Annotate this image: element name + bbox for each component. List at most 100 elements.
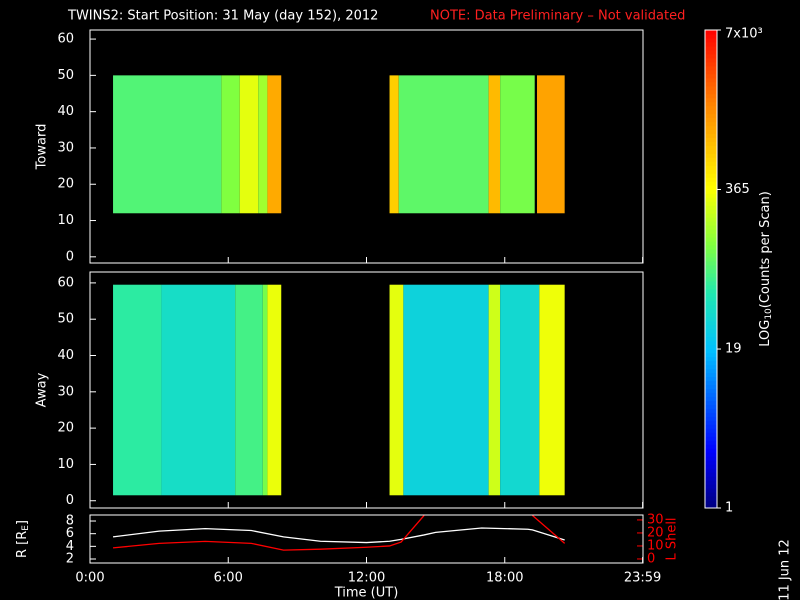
x-axis-label: Time (UT)	[334, 586, 399, 600]
colorbar-swatch	[705, 265, 717, 270]
x-tick-label: 23:59	[624, 571, 661, 586]
colorbar-swatch	[705, 253, 717, 258]
colorbar-swatch	[705, 109, 717, 115]
y-tick-label: 6	[66, 526, 74, 541]
spectrogram-cell	[389, 75, 399, 214]
colorbar-swatch	[705, 33, 717, 39]
y-tick-label: 20	[57, 421, 74, 436]
colorbar-swatch	[705, 113, 717, 119]
colorbar-swatch	[705, 133, 717, 139]
colorbar-swatch	[705, 412, 717, 417]
spectrogram-cell	[488, 75, 501, 214]
y-tick-label: 4	[66, 539, 74, 554]
spectrogram-cell	[389, 284, 404, 496]
colorbar-swatch	[705, 496, 717, 501]
colorbar-swatch	[705, 105, 717, 111]
colorbar-swatch	[705, 45, 717, 51]
colorbar-swatch	[705, 476, 717, 481]
colorbar-swatch	[705, 97, 717, 103]
spectrogram-cell	[267, 75, 282, 214]
x-tick-label: 0:00	[75, 571, 104, 586]
orbit-line	[112, 527, 565, 544]
y2-tick-label: 10	[647, 538, 664, 553]
colorbar-swatch	[705, 181, 717, 186]
y-tick-label: 10	[57, 457, 74, 472]
colorbar-swatch	[705, 30, 717, 35]
colorbar-swatch	[705, 149, 717, 154]
colorbar-swatch	[705, 368, 717, 374]
x-tick-label: 6:00	[214, 571, 243, 586]
colorbar-swatch	[705, 125, 717, 131]
colorbar-swatch	[705, 177, 717, 182]
colorbar-swatch	[705, 428, 717, 433]
y-tick-label: 30	[57, 140, 74, 155]
colorbar-swatch	[705, 360, 717, 366]
spectrogram-cell	[113, 75, 222, 214]
chart-title: TWINS2: Start Position: 31 May (day 152)…	[67, 9, 378, 24]
colorbar-swatch	[705, 396, 717, 401]
colorbar-swatch	[705, 392, 717, 397]
colorbar-swatch	[705, 165, 717, 170]
x-tick-label: 18:00	[486, 571, 523, 586]
colorbar-swatch	[705, 221, 717, 226]
colorbar-swatch	[705, 464, 717, 469]
spectrogram-cell	[537, 75, 565, 214]
colorbar-swatch	[705, 153, 717, 158]
colorbar-swatch	[705, 157, 717, 162]
y-axis-label: Toward	[35, 124, 50, 171]
colorbar-swatch	[705, 37, 717, 43]
y-axis-label-part: ]	[15, 520, 30, 525]
y2-tick-label: 30	[647, 512, 664, 527]
colorbar-swatch	[705, 352, 717, 358]
colorbar-swatch	[705, 328, 717, 334]
y-axis-label-part: R [R	[15, 531, 30, 558]
colorbar-label-part: 10	[764, 308, 774, 320]
colorbar-swatch	[705, 161, 717, 166]
colorbar-swatch	[705, 193, 717, 198]
colorbar-swatch	[705, 93, 717, 99]
y-tick-label: 2	[66, 552, 74, 567]
colorbar-swatch	[705, 85, 717, 91]
spectrogram-cell	[539, 284, 565, 496]
colorbar-swatch	[705, 288, 717, 294]
colorbar-swatch	[705, 237, 717, 242]
colorbar-swatch	[705, 121, 717, 127]
colorbar-label-part: LOG	[758, 320, 773, 347]
y-tick-label: 30	[57, 384, 74, 399]
spectrogram-cell	[500, 75, 535, 214]
colorbar-swatch	[705, 213, 717, 218]
colorbar-swatch	[705, 292, 717, 298]
spectrogram-cell	[403, 284, 489, 496]
colorbar-swatch	[705, 209, 717, 214]
colorbar-swatch	[705, 424, 717, 429]
colorbar-swatch	[705, 57, 717, 63]
colorbar-swatch	[705, 336, 717, 342]
colorbar-swatch	[705, 376, 717, 382]
colorbar-tick-label: 7x10³	[725, 27, 763, 42]
colorbar-swatch	[705, 137, 717, 143]
colorbar-swatch	[705, 432, 717, 437]
colorbar-swatch	[705, 456, 717, 461]
colorbar-swatch	[705, 241, 717, 246]
colorbar-swatch	[705, 173, 717, 178]
spectrogram-cell	[398, 75, 489, 214]
colorbar-swatch	[705, 332, 717, 338]
colorbar-swatch	[705, 189, 717, 194]
colorbar-swatch	[705, 324, 717, 330]
orbit-line	[112, 515, 566, 551]
spectrogram-cell	[488, 284, 501, 496]
colorbar-tick-label: 1	[725, 501, 733, 516]
colorbar-swatch	[705, 340, 717, 346]
y2-axis-label: L Shell	[665, 517, 680, 560]
y-axis-label: R [RE]	[15, 520, 31, 558]
plot-frame	[89, 514, 644, 564]
colorbar-swatch	[705, 77, 717, 83]
colorbar-swatch	[705, 233, 717, 238]
y-tick-label: 60	[57, 275, 74, 290]
colorbar-swatch	[705, 205, 717, 210]
colorbar-swatch	[705, 280, 717, 286]
colorbar-swatch	[705, 201, 717, 206]
colorbar-swatch	[705, 480, 717, 485]
colorbar-swatch	[705, 312, 717, 318]
colorbar-swatch	[705, 197, 717, 202]
